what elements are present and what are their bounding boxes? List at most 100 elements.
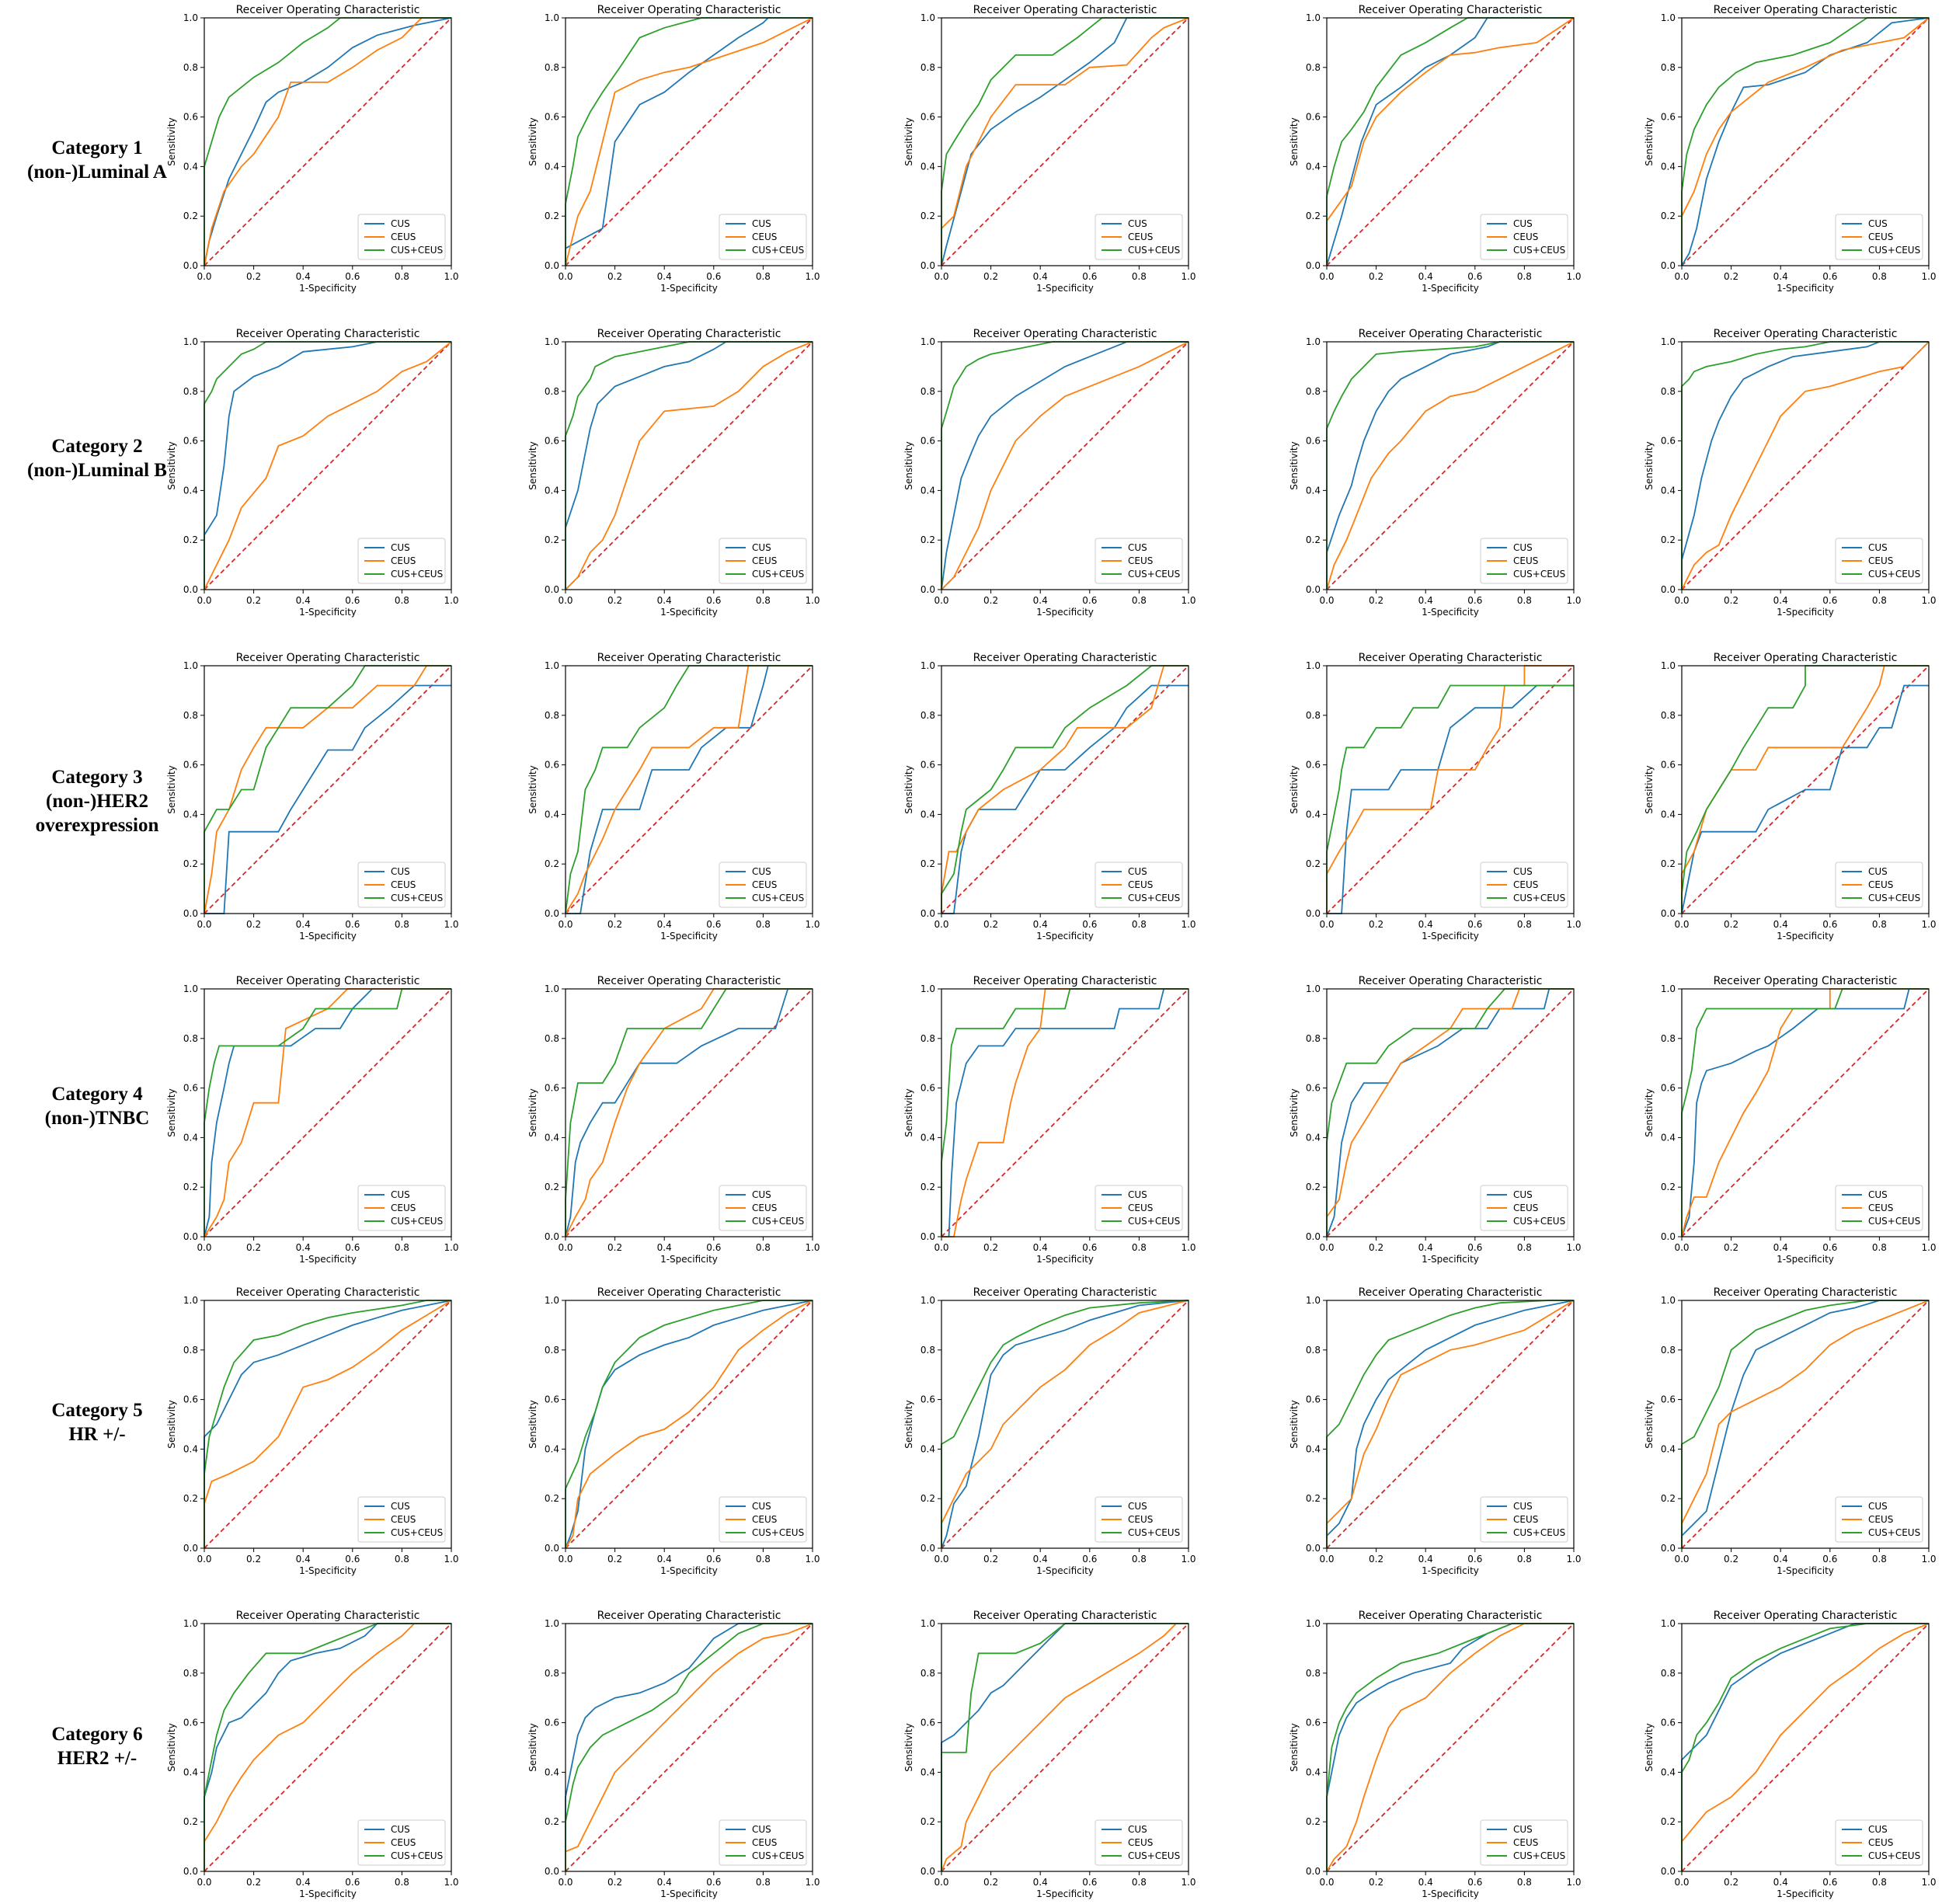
x-tick-label: 0.0 [1319, 1554, 1334, 1565]
y-tick-label: 1.0 [921, 660, 935, 671]
x-tick-label: 0.0 [197, 1554, 211, 1565]
y-tick-label: 0.6 [1661, 1394, 1676, 1405]
y-axis-label: Sensitivity [903, 1723, 914, 1771]
x-tick-label: 0.6 [345, 271, 360, 282]
legend-label: CUS+CEUS [391, 1850, 443, 1861]
y-tick-label: 1.0 [545, 12, 559, 23]
row-label-line: HER2 +/- [57, 1748, 137, 1769]
y-tick-label: 0.8 [545, 62, 559, 73]
subplot-title: Receiver Operating Characteristic [1714, 1610, 1898, 1622]
legend-box [1095, 538, 1183, 584]
y-tick-label: 0.4 [921, 161, 935, 172]
x-tick-label: 0.6 [1467, 595, 1482, 606]
y-tick-label: 0.6 [545, 1083, 559, 1094]
legend-box [1480, 1819, 1568, 1866]
x-tick-label: 0.0 [1674, 1242, 1689, 1253]
legend: CUS CEUS CUS+CEUS [1835, 1496, 1923, 1543]
roc-line-cus [1681, 684, 1929, 914]
roc-line-ceus [1326, 17, 1575, 266]
x-tick-label: 0.8 [395, 1242, 409, 1253]
roc-subplot: 0.00.0 0.2 0.2 0.4 0.4 0.6 0.6 0.8 0.8 1.0 1.0 Rece… [1644, 1610, 1937, 1899]
chance-diagonal-line [1326, 988, 1575, 1237]
y-tick-label: 0.2 [183, 1816, 198, 1827]
roc-subplot: 0.00.0 0.2 0.2 0.4 0.4 0.6 0.6 0.8 0.8 1.0 1.0 Rece… [166, 4, 459, 294]
x-tick-label: 0.8 [1517, 595, 1532, 606]
legend-box [1835, 214, 1923, 260]
x-tick-label: 0.6 [1082, 1554, 1097, 1565]
legend: CUS CEUS CUS+CEUS [1095, 1819, 1183, 1866]
roc-line-cus-ceus [204, 1623, 451, 1871]
x-tick-label: 0.2 [246, 271, 261, 282]
y-tick-label: 0.2 [1661, 1493, 1676, 1504]
y-tick-label: 0.2 [545, 1816, 559, 1827]
legend-label: CUS [1128, 1824, 1147, 1835]
chance-diagonal-line [1326, 1300, 1575, 1549]
subplot-title: Receiver Operating Characteristic [1359, 328, 1543, 340]
x-tick-label: 0.8 [1872, 919, 1887, 930]
y-axis-label: Sensitivity [1644, 117, 1655, 165]
x-tick-label: 0.6 [1822, 1554, 1837, 1565]
x-tick-label: 0.8 [756, 1877, 771, 1888]
legend-label: CEUS [391, 231, 416, 242]
x-tick-label: 0.8 [1872, 1554, 1887, 1565]
y-axis-label: Sensitivity [527, 1088, 538, 1136]
x-tick-label: 0.2 [983, 1554, 998, 1565]
x-axis-label: 1-Specificity [660, 931, 718, 942]
y-tick-label: 0.4 [1306, 485, 1321, 496]
y-tick-label: 0.8 [921, 1668, 935, 1679]
x-axis-label: 1-Specificity [1036, 931, 1094, 942]
row-label-line: Category 3 [51, 767, 143, 788]
chance-diagonal-line [941, 665, 1189, 914]
x-tick-label: 0.0 [1319, 595, 1334, 606]
x-tick-label: 0.0 [934, 1242, 948, 1253]
x-tick-label: 0.8 [1517, 919, 1532, 930]
y-tick-label: 1.0 [1306, 336, 1321, 347]
x-tick-label: 0.2 [983, 1242, 998, 1253]
legend-label: CUS [1128, 1189, 1147, 1200]
y-axis-label: Sensitivity [1289, 1723, 1300, 1771]
row-label-3: Category 3 (non-)HER2 overexpression [0, 765, 194, 837]
legend-label: CUS [1868, 866, 1888, 877]
y-tick-label: 0.6 [1306, 436, 1321, 447]
y-tick-label: 0.6 [1661, 760, 1676, 771]
legend-label: CUS+CEUS [1868, 569, 1920, 580]
legend-box [1095, 861, 1183, 908]
y-tick-label: 0.6 [1306, 1394, 1321, 1405]
plot-frame [565, 1300, 813, 1549]
y-axis-label: Sensitivity [1289, 117, 1300, 165]
y-tick-label: 0.2 [1306, 1493, 1321, 1504]
roc-line-cus [204, 684, 451, 914]
roc-line-cus [565, 1300, 813, 1549]
y-tick-label: 0.6 [1306, 112, 1321, 123]
x-tick-label: 0.6 [1082, 1877, 1097, 1888]
y-tick-label: 1.0 [921, 983, 935, 994]
x-axis-label: 1-Specificity [1777, 607, 1834, 618]
roc-line-cus-ceus [1681, 665, 1929, 914]
x-tick-label: 0.2 [1724, 919, 1738, 930]
y-tick-label: 1.0 [1306, 12, 1321, 23]
roc-subplot: 0.00.0 0.2 0.2 0.4 0.4 0.6 0.6 0.8 0.8 1.0 1.0 Rece… [903, 4, 1196, 294]
y-tick-label: 0.4 [921, 809, 935, 820]
y-axis-label: Sensitivity [903, 1088, 914, 1136]
y-tick-label: 0.0 [1661, 1866, 1676, 1877]
roc-line-cus-ceus [565, 665, 813, 914]
plot-frame [941, 1623, 1189, 1872]
roc-line-ceus [1326, 1623, 1574, 1872]
roc-subplot: 0.00.0 0.2 0.2 0.4 0.4 0.6 0.6 0.8 0.8 1.0 1.0 Rece… [166, 1286, 459, 1576]
y-axis-label: Sensitivity [166, 441, 177, 489]
y-tick-label: 0.0 [1306, 1866, 1321, 1877]
legend-label: CUS+CEUS [752, 893, 804, 903]
x-tick-label: 0.2 [607, 1554, 622, 1565]
plot-frame [1681, 341, 1930, 590]
x-tick-label: 0.4 [1418, 271, 1433, 282]
legend-label: CUS [752, 542, 771, 553]
x-axis-label: 1-Specificity [660, 283, 718, 294]
y-axis-label: Sensitivity [166, 1400, 177, 1448]
subplot-title: Receiver Operating Characteristic [973, 1286, 1157, 1299]
chance-diagonal-line [941, 341, 1189, 590]
legend: CUS CEUS CUS+CEUS [719, 1185, 807, 1231]
legend-label: CUS+CEUS [391, 1216, 443, 1227]
x-tick-label: 0.6 [706, 919, 721, 930]
legend-label: CUS+CEUS [752, 1216, 804, 1227]
roc-line-cus [1681, 341, 1929, 590]
